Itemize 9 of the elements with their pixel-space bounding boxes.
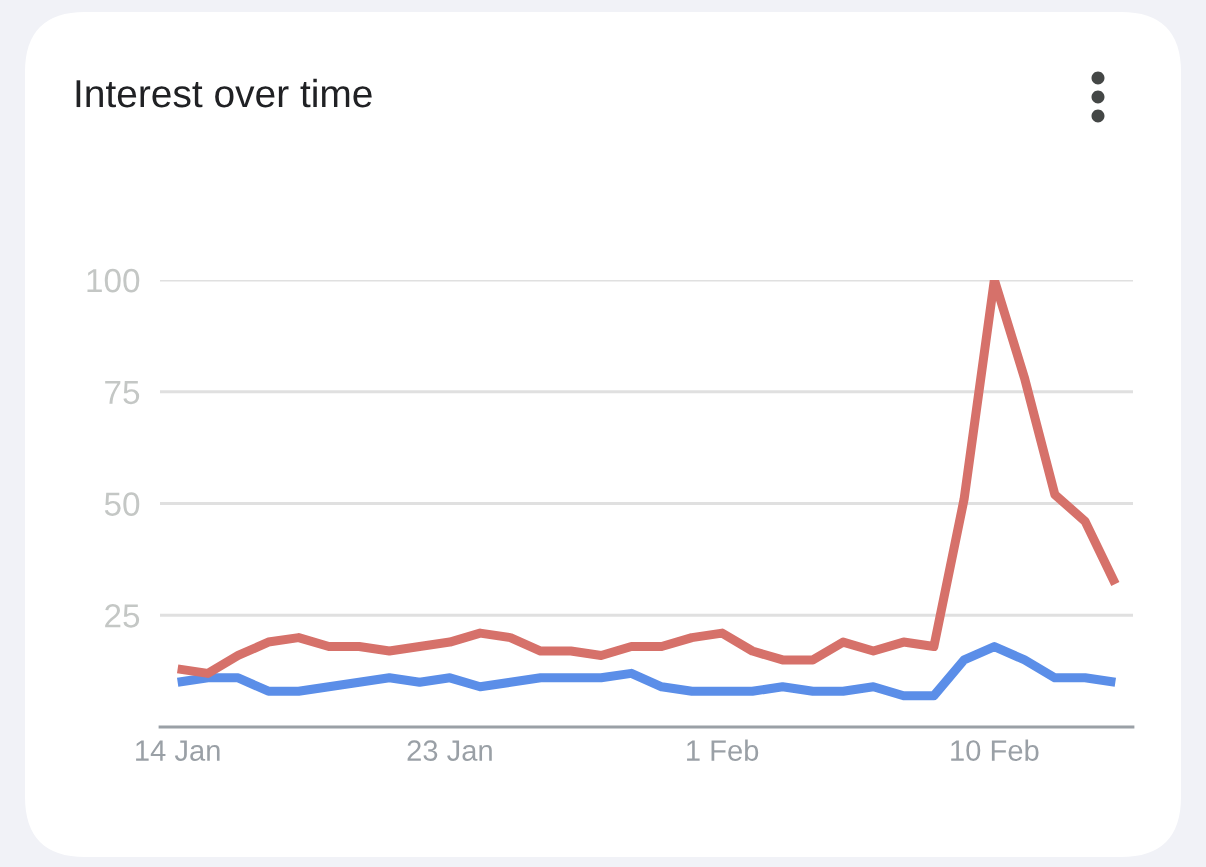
y-tick-label: 100 bbox=[87, 268, 140, 293]
x-tick-label: 1 Feb bbox=[687, 739, 759, 761]
y-tick-label: 50 bbox=[104, 492, 140, 516]
y-tick-label: 25 bbox=[105, 604, 140, 628]
x-tick-label: 14 Jan bbox=[136, 740, 220, 761]
y-tick-label: 75 bbox=[105, 380, 140, 405]
chart-title: Interest over time bbox=[76, 78, 372, 108]
x-tick-label: 10 Feb bbox=[951, 739, 1039, 761]
x-tick-label: 23 Jan bbox=[407, 740, 492, 761]
